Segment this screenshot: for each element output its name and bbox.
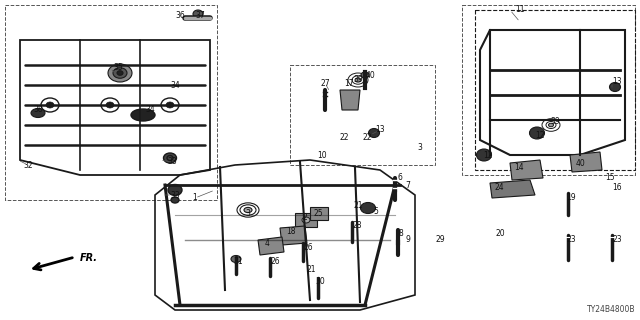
- Text: 35: 35: [113, 63, 123, 73]
- Text: 40: 40: [366, 70, 376, 79]
- Text: 34: 34: [170, 81, 180, 90]
- Text: 18: 18: [286, 227, 296, 236]
- Text: 11: 11: [515, 5, 525, 14]
- Bar: [462, 5, 635, 175]
- Text: 33: 33: [170, 190, 180, 199]
- Text: 12: 12: [535, 131, 545, 140]
- Ellipse shape: [240, 205, 256, 215]
- Text: 4: 4: [264, 239, 269, 249]
- Ellipse shape: [302, 217, 310, 223]
- Polygon shape: [490, 180, 535, 198]
- Text: 1: 1: [193, 194, 197, 203]
- Polygon shape: [258, 237, 284, 255]
- Ellipse shape: [163, 153, 177, 163]
- Text: 9: 9: [406, 236, 410, 244]
- Text: 34: 34: [145, 106, 155, 115]
- Text: 39: 39: [353, 76, 363, 84]
- Text: 38: 38: [33, 106, 43, 115]
- Ellipse shape: [31, 108, 45, 117]
- Ellipse shape: [609, 83, 621, 92]
- Text: 37: 37: [195, 11, 205, 20]
- Ellipse shape: [167, 156, 173, 161]
- Text: 30: 30: [315, 277, 325, 286]
- Ellipse shape: [108, 64, 132, 82]
- Text: 19: 19: [566, 194, 576, 203]
- Text: 21: 21: [353, 201, 363, 210]
- Text: 32: 32: [23, 161, 33, 170]
- Text: 5: 5: [374, 206, 378, 215]
- Text: 6: 6: [397, 173, 403, 182]
- Bar: [310, 207, 328, 220]
- Text: 23: 23: [566, 236, 576, 244]
- Text: 29: 29: [435, 235, 445, 244]
- Text: 26: 26: [270, 258, 280, 267]
- Ellipse shape: [360, 203, 376, 213]
- Text: 26: 26: [303, 243, 313, 252]
- Ellipse shape: [171, 197, 179, 203]
- Text: 20: 20: [495, 228, 505, 237]
- Text: 40: 40: [575, 158, 585, 167]
- Text: 10: 10: [317, 150, 327, 159]
- Bar: [290, 65, 435, 165]
- Text: 3: 3: [246, 209, 250, 218]
- Text: TY24B4800B: TY24B4800B: [586, 305, 635, 314]
- Text: 33: 33: [167, 157, 177, 166]
- Ellipse shape: [352, 76, 364, 84]
- Text: FR.: FR.: [80, 253, 98, 263]
- Text: 27: 27: [320, 78, 330, 87]
- Text: 13: 13: [375, 125, 385, 134]
- Text: 8: 8: [399, 228, 403, 237]
- Ellipse shape: [369, 129, 380, 138]
- Ellipse shape: [548, 123, 554, 127]
- Ellipse shape: [166, 102, 174, 108]
- Ellipse shape: [231, 255, 241, 262]
- Text: 36: 36: [175, 11, 185, 20]
- Ellipse shape: [546, 122, 556, 129]
- Text: 28: 28: [352, 221, 362, 230]
- Ellipse shape: [244, 207, 252, 212]
- Ellipse shape: [529, 127, 545, 139]
- Polygon shape: [570, 152, 602, 172]
- Polygon shape: [280, 226, 307, 245]
- Polygon shape: [510, 160, 543, 180]
- Ellipse shape: [477, 149, 492, 161]
- Ellipse shape: [117, 71, 123, 75]
- Text: 23: 23: [612, 236, 622, 244]
- Text: 22: 22: [362, 133, 372, 142]
- Ellipse shape: [168, 185, 182, 196]
- Ellipse shape: [46, 102, 54, 108]
- Ellipse shape: [113, 68, 127, 78]
- Text: 3: 3: [417, 143, 422, 153]
- Ellipse shape: [131, 109, 155, 121]
- Text: 31: 31: [233, 257, 243, 266]
- Ellipse shape: [106, 102, 114, 108]
- Text: 24: 24: [494, 183, 504, 193]
- Ellipse shape: [542, 119, 560, 131]
- Text: 21: 21: [307, 266, 316, 275]
- Text: 39: 39: [550, 117, 560, 126]
- Ellipse shape: [361, 72, 369, 78]
- Ellipse shape: [355, 78, 361, 82]
- Ellipse shape: [237, 203, 259, 217]
- Bar: [5, 5, 217, 200]
- Text: 2: 2: [303, 213, 307, 222]
- Text: 7: 7: [406, 181, 410, 190]
- Text: 15: 15: [605, 173, 615, 182]
- Ellipse shape: [193, 10, 203, 18]
- Text: 17: 17: [344, 78, 354, 87]
- Ellipse shape: [348, 73, 368, 87]
- Text: 14: 14: [514, 164, 524, 172]
- Text: 25: 25: [313, 209, 323, 218]
- Bar: [295, 213, 317, 227]
- Text: 13: 13: [612, 77, 622, 86]
- Polygon shape: [340, 90, 360, 110]
- Text: 12: 12: [483, 150, 493, 159]
- Text: 16: 16: [612, 183, 622, 193]
- Text: 22: 22: [339, 133, 349, 142]
